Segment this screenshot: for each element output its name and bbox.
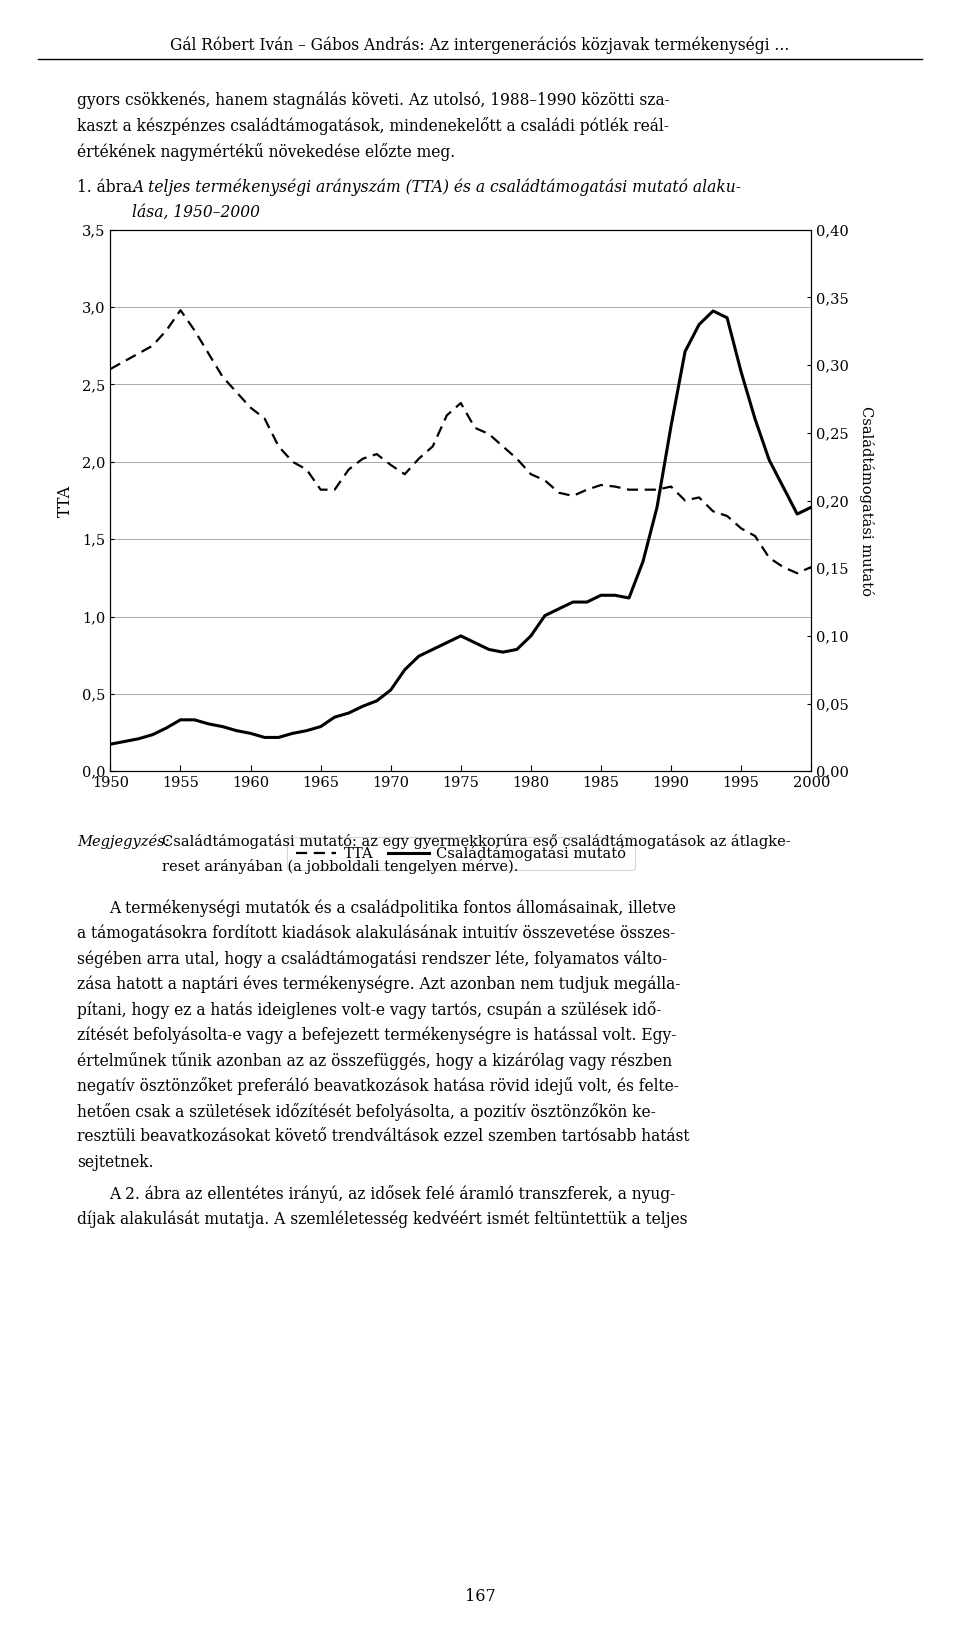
Text: Gál Róbert Iván – Gábos András: Az intergenerációs közjavak termékenységi ...: Gál Róbert Iván – Gábos András: Az inter… [170,36,790,54]
Text: Megjegyzés:: Megjegyzés: [77,834,169,848]
Text: pítani, hogy ez a hatás ideiglenes volt-e vagy tartós, csupán a szülések idő-: pítani, hogy ez a hatás ideiglenes volt-… [77,1001,661,1019]
Text: lása, 1950–2000: lása, 1950–2000 [132,203,260,222]
Text: Családtámogatási mutató: az egy gyermekkorúra eső családtámogatások az átlagke-: Családtámogatási mutató: az egy gyermekk… [162,834,791,848]
Y-axis label: TTA: TTA [57,484,74,517]
Text: negatív ösztönzőket preferáló beavatkozások hatása rövid idejű volt, és felte-: negatív ösztönzőket preferáló beavatkozá… [77,1076,679,1095]
Text: resztüli beavatkozásokat követő trendváltások ezzel szemben tartósabb hatást: resztüli beavatkozásokat követő trendvál… [77,1129,689,1145]
Text: kaszt a készpénzes családtámogatások, mindenekelőtt a családi pótlék reál-: kaszt a készpénzes családtámogatások, mi… [77,117,669,135]
Text: értelműnek tűnik azonban az az összefüggés, hogy a kizárólag vagy részben: értelműnek tűnik azonban az az összefügg… [77,1052,672,1070]
Text: díjak alakulását mutatja. A szemléletesség kedvéért ismét feltüntettük a teljes: díjak alakulását mutatja. A szemléletess… [77,1209,687,1227]
Y-axis label: Családtámogatási mutató: Családtámogatási mutató [859,405,874,596]
Text: zása hatott a naptári éves termékenységre. Azt azonban nem tudjuk megálla-: zása hatott a naptári éves termékenységr… [77,975,681,993]
Text: 1. ábra.: 1. ábra. [77,179,137,195]
Text: A teljes termékenységi arányszám (TTA) és a családtámogatási mutató alaku-: A teljes termékenységi arányszám (TTA) é… [132,179,741,197]
Text: gyors csökkenés, hanem stagnálás követi. Az utolsó, 1988–1990 közötti sza-: gyors csökkenés, hanem stagnálás követi.… [77,92,669,110]
Text: a támogatásokra fordított kiadások alakulásának intuitív összevetése összes-: a támogatásokra fordított kiadások alaku… [77,924,675,942]
Text: hetően csak a születések időzítését befolyásolta, a pozitív ösztönzőkön ke-: hetően csak a születések időzítését befo… [77,1103,656,1121]
Text: reset arányában (a jobboldali tengelyen mérve).: reset arányában (a jobboldali tengelyen … [162,860,518,875]
Text: zítését befolyásolta-e vagy a befejezett termékenységre is hatással volt. Egy-: zítését befolyásolta-e vagy a befejezett… [77,1027,676,1044]
Text: értékének nagymértékű növekedése előzte meg.: értékének nagymértékű növekedése előzte … [77,143,455,161]
Text: ségében arra utal, hogy a családtámogatási rendszer léte, folyamatos válto-: ségében arra utal, hogy a családtámogatá… [77,950,667,968]
Text: sejtetnek.: sejtetnek. [77,1154,154,1170]
Legend: TTA, Családtámogatási mutató: TTA, Családtámogatási mutató [287,837,635,870]
Text: A 2. ábra az ellentétes irányú, az idősek felé áramló transzferek, a nyug-: A 2. ábra az ellentétes irányú, az időse… [109,1185,676,1203]
Text: A termékenységi mutatók és a családpolitika fontos állomásainak, illetve: A termékenységi mutatók és a családpolit… [109,899,676,917]
Text: 167: 167 [465,1588,495,1605]
